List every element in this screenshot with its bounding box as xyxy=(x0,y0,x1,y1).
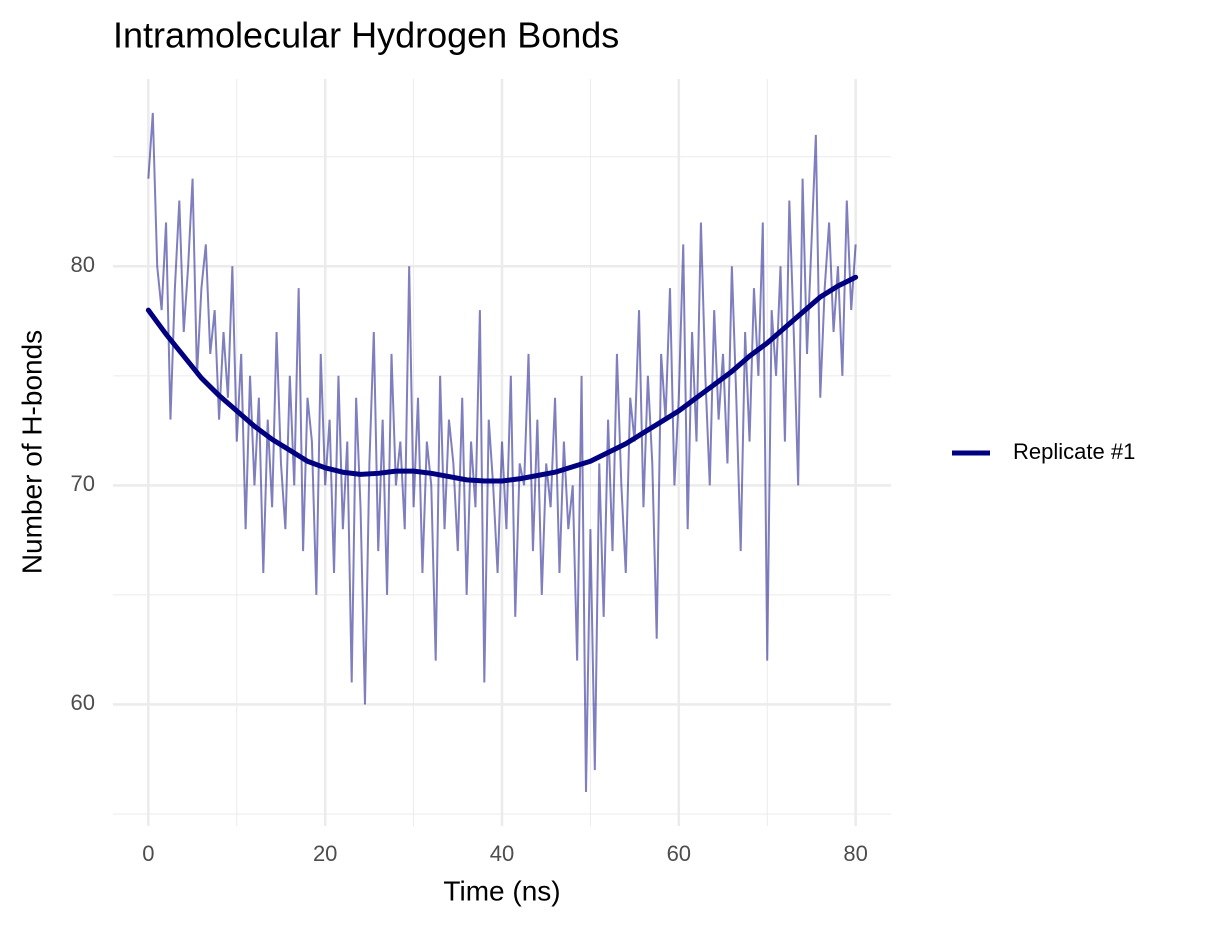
smooth-line xyxy=(145,274,859,484)
chart-title: Intramolecular Hydrogen Bonds xyxy=(113,15,619,56)
y-tick-label: 60 xyxy=(71,690,95,715)
y-axis-title: Number of H-bonds xyxy=(16,330,47,574)
y-tick-label: 70 xyxy=(71,471,95,496)
y-tick-label: 80 xyxy=(71,252,95,277)
x-tick-label: 20 xyxy=(313,841,337,866)
x-axis-title: Time (ns) xyxy=(443,875,560,906)
x-tick-label: 80 xyxy=(843,841,867,866)
legend-label: Replicate #1 xyxy=(1013,439,1135,464)
raw-line xyxy=(147,112,857,793)
x-tick-label: 40 xyxy=(490,841,514,866)
x-tick-label: 60 xyxy=(667,841,691,866)
x-tick-label: 0 xyxy=(142,841,154,866)
